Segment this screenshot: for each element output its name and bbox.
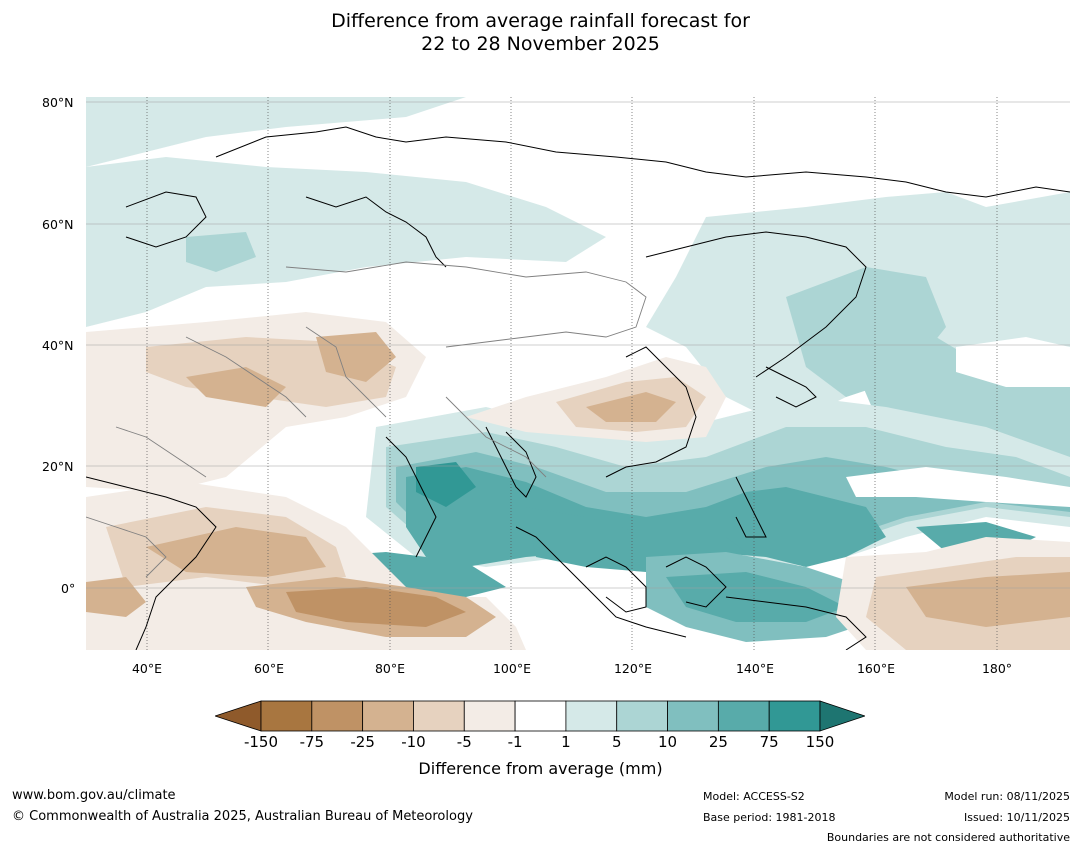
- border: [305, 326, 387, 418]
- legend-tick-label: -1: [507, 733, 523, 751]
- anomaly-region: [906, 572, 1070, 627]
- legend-arrow-high: [819, 700, 867, 732]
- lat-label-80n: 80°N: [42, 95, 74, 110]
- legend-bar: [213, 700, 867, 732]
- anomaly-region: [86, 97, 466, 167]
- lat-label-20n: 20°N: [42, 459, 74, 474]
- copyright-text: © Commonwealth of Australia 2025, Austra…: [12, 809, 473, 824]
- lat-label-60n: 60°N: [42, 217, 74, 232]
- border: [185, 336, 307, 418]
- legend-cell: [514, 700, 567, 732]
- model-run-date: Model run: 08/11/2025: [944, 790, 1070, 803]
- anomaly-region: [86, 157, 606, 327]
- anomaly-region: [846, 467, 1070, 507]
- anomaly-region: [406, 467, 886, 567]
- anomaly-region: [666, 572, 846, 622]
- legend-cell: [413, 700, 465, 732]
- legend-cell: [311, 700, 364, 732]
- issued-date: Issued: 10/11/2025: [963, 811, 1070, 824]
- legend-arrow-low: [213, 700, 262, 732]
- legend-tick-label: -75: [299, 733, 325, 751]
- map-title: Difference from average rainfall forecas…: [0, 10, 1081, 56]
- legend-tick-label: 10: [657, 733, 678, 751]
- anomaly-region: [586, 392, 676, 422]
- legend-cell: [260, 700, 313, 732]
- colour-legend: [213, 700, 867, 732]
- anomaly-region: [186, 232, 256, 272]
- title-line-1: Difference from average rainfall forecas…: [331, 10, 750, 32]
- anomaly-region: [956, 337, 1070, 387]
- coastline: [585, 556, 647, 613]
- lon-label-40e: 40°E: [131, 661, 163, 676]
- base-period: Base period: 1981-2018: [703, 811, 836, 824]
- boundaries-note: Boundaries are not considered authoritat…: [826, 831, 1070, 844]
- lon-label-120e: 120°E: [613, 661, 652, 676]
- legend-tick-label: 75: [759, 733, 779, 751]
- website-link[interactable]: www.bom.gov.au/climate: [12, 788, 176, 803]
- legend-tick-label: -25: [350, 733, 375, 751]
- legend-cell: [667, 700, 719, 732]
- lon-label-140e: 140°E: [735, 661, 774, 676]
- lon-label-160e: 160°E: [856, 661, 895, 676]
- coastline: [605, 346, 697, 478]
- coastline: [645, 231, 867, 378]
- lat-label-40n: 40°N: [42, 338, 74, 353]
- model-name: Model: ACCESS-S2: [703, 790, 805, 803]
- lon-label-180: 180°: [981, 661, 1013, 676]
- legend-title: Difference from average (mm): [418, 759, 663, 778]
- border: [86, 516, 167, 578]
- anomaly-region: [316, 332, 396, 382]
- title-line-2: 22 to 28 November 2025: [421, 33, 660, 55]
- lon-label-60e: 60°E: [253, 661, 285, 676]
- anomaly-region: [286, 587, 466, 627]
- anomaly-region: [416, 462, 476, 507]
- legend-tick-label: 25: [708, 733, 728, 751]
- legend-cell: [362, 700, 414, 732]
- graticule: [86, 97, 1070, 650]
- coastline: [515, 526, 687, 638]
- coastline: [485, 426, 537, 498]
- legend-cell: [463, 700, 516, 732]
- legend-cells: [260, 700, 821, 732]
- border: [285, 261, 647, 348]
- anomaly-region: [146, 527, 326, 577]
- rainfall-map: [86, 97, 1070, 650]
- coastline: [735, 476, 767, 538]
- coastline: [125, 191, 207, 248]
- border: [445, 396, 547, 478]
- coastline: [385, 436, 437, 558]
- legend-tick-label: -5: [456, 733, 472, 751]
- coastline: [765, 366, 817, 408]
- legend-tick-label: 1: [561, 733, 571, 751]
- legend-cell: [768, 700, 821, 732]
- coastline: [86, 476, 217, 650]
- lon-label-100e: 100°E: [492, 661, 531, 676]
- legend-cell: [565, 700, 618, 732]
- map-canvas: [86, 97, 1070, 650]
- lat-label-equator: 0°: [61, 581, 76, 596]
- coastlines: [86, 126, 1070, 650]
- coastline: [305, 196, 447, 268]
- coastline: [215, 126, 1070, 198]
- coastline: [725, 596, 867, 650]
- legend-tick-label: 150: [805, 733, 835, 751]
- legend-tick-label: -150: [243, 733, 279, 751]
- legend-cell: [616, 700, 668, 732]
- coastline: [665, 556, 727, 608]
- anomaly-region: [186, 367, 286, 407]
- legend-cell: [717, 700, 770, 732]
- border: [115, 426, 207, 478]
- anomaly-region: [86, 577, 146, 617]
- country-borders: [86, 261, 647, 578]
- legend-tick-label: 5: [611, 733, 622, 751]
- legend-tick-label: -10: [401, 733, 426, 751]
- lon-label-80e: 80°E: [374, 661, 406, 676]
